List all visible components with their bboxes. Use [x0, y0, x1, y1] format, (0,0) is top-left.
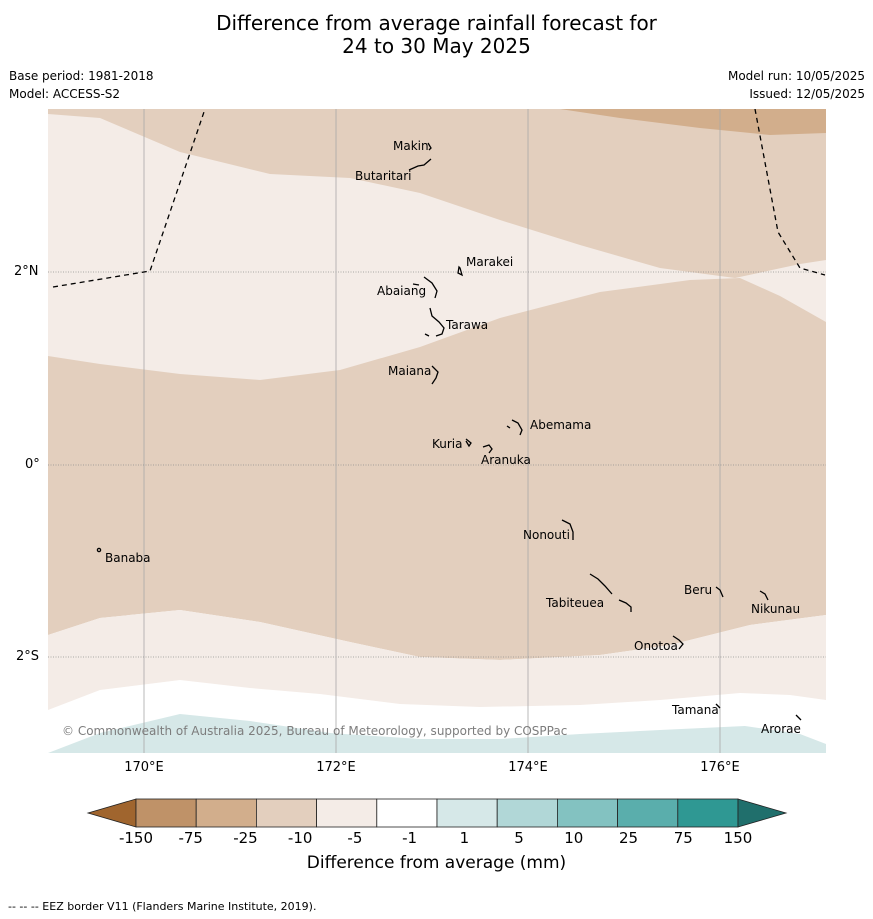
colorbar-tick-label: 5	[514, 829, 524, 847]
colorbar-segment	[677, 798, 739, 828]
colorbar-segments	[135, 798, 739, 828]
kuria-atoll	[465, 438, 472, 448]
place-label-onotoa: Onotoa	[634, 639, 678, 653]
place-label-abaiang: Abaiang	[377, 284, 427, 298]
base-period: Base period: 1981-2018	[9, 69, 154, 83]
beru-atoll	[715, 586, 724, 598]
place-label-kuria: Kuria	[432, 437, 463, 451]
anomaly-region-minus5-minus1-south	[48, 610, 826, 710]
lon-label-172e: 172°E	[316, 760, 356, 775]
place-label-tarawa: Tarawa	[446, 318, 489, 332]
map-title: Difference from average rainfall forecas…	[0, 12, 873, 58]
model-run: Model run: 10/05/2025	[727, 69, 865, 83]
model-name: Model: ACCESS-S2	[9, 87, 121, 101]
colorbar-segment	[255, 798, 317, 828]
arorae-atoll	[795, 714, 802, 721]
tabiteuea-atoll	[589, 573, 632, 612]
colorbar-tick-label: 150	[723, 829, 753, 847]
butaritari-atoll	[408, 158, 432, 171]
colorbar-tick-label: 1	[459, 829, 470, 847]
colorbar	[86, 798, 788, 828]
marakei-atoll	[457, 265, 464, 277]
abemama-atoll	[506, 419, 523, 436]
place-label-nonouti: Nonouti	[523, 528, 570, 542]
colorbar-tick-label: -10	[287, 829, 313, 847]
place-label-makin: Makin	[393, 139, 429, 153]
lat-label-2s: 2°S	[16, 649, 40, 664]
lon-label-176e: 176°E	[700, 760, 740, 775]
colorbar-tick-label: 25	[618, 829, 639, 847]
anomaly-region-1-5	[48, 714, 826, 753]
meta-right: Model run: 10/05/2025 Issued: 12/05/2025	[728, 67, 865, 103]
banaba-island	[96, 547, 102, 553]
aranuka-atoll	[482, 444, 493, 454]
colorbar-segment	[496, 798, 558, 828]
colorbar-segment	[316, 798, 378, 828]
place-label-arorae: Arorae	[761, 722, 801, 736]
anomaly-region-minus5-minus1-north	[48, 114, 826, 380]
tamana-atoll	[715, 703, 721, 709]
place-label-nikunau: Nikunau	[751, 602, 801, 616]
place-label-beru: Beru	[684, 583, 713, 597]
place-label-maiana: Maiana	[388, 364, 432, 378]
place-label-tabiteuea: Tabiteuea	[546, 596, 605, 610]
title-line-2: 24 to 30 May 2025	[342, 34, 531, 58]
colorbar-tick-label: -1	[402, 829, 418, 847]
place-label-tamana: Tamana	[672, 703, 719, 717]
eez-border	[52, 109, 826, 288]
colorbar-high-arrow	[737, 798, 788, 828]
latitude-lines	[48, 271, 826, 658]
colorbar-tick-label: -25	[233, 829, 258, 847]
colorbar-low-arrow	[86, 798, 137, 828]
colorbar-segment	[376, 798, 438, 828]
onotoa-atoll	[672, 635, 684, 650]
island-outlines	[96, 142, 802, 721]
colorbar-tick-label: -75	[178, 829, 203, 847]
place-label-aranuka: Aranuka	[481, 453, 531, 467]
nonouti-atoll	[561, 519, 574, 540]
colorbar-segment	[557, 798, 619, 828]
colorbar-label: Difference from average (mm)	[306, 853, 567, 873]
lat-label-eq: 0°	[25, 457, 40, 472]
place-label-butaritari: Butaritari	[355, 169, 412, 183]
colorbar-tick-label: -150	[118, 829, 154, 847]
place-label-marakei: Marakei	[466, 255, 514, 269]
makin-atoll	[427, 142, 432, 151]
title-line-1: Difference from average rainfall forecas…	[216, 11, 657, 35]
nikunau-atoll	[759, 590, 769, 601]
colorbar-segment	[195, 798, 257, 828]
map-plot-area	[48, 109, 826, 753]
maiana-atoll	[431, 365, 439, 385]
copyright-notice: © Commonwealth of Australia 2025, Bureau…	[62, 724, 568, 738]
colorbar-segment	[617, 798, 679, 828]
colorbar-segment	[135, 798, 197, 828]
colorbar-tick-label: -5	[347, 829, 363, 847]
place-label-abemama: Abemama	[530, 418, 592, 432]
eez-footnote: -- -- -- EEZ border V11 (Flanders Marine…	[8, 900, 317, 913]
colorbar-segment	[436, 798, 498, 828]
issued-date: Issued: 12/05/2025	[749, 87, 865, 101]
anomaly-region-minus25-minus10	[560, 109, 826, 135]
lat-label-2n: 2°N	[14, 264, 39, 279]
graticule	[143, 109, 721, 753]
place-label-banaba: Banaba	[105, 551, 151, 565]
lon-label-174e: 174°E	[508, 760, 548, 775]
colorbar-tick-label: 75	[673, 829, 693, 847]
meta-left: Base period: 1981-2018 Model: ACCESS-S2	[9, 67, 154, 103]
colorbar-tick-label: 10	[564, 829, 584, 847]
tarawa-atoll	[424, 307, 445, 337]
lon-label-170e: 170°E	[124, 760, 164, 775]
abaiang-atoll	[412, 276, 438, 299]
